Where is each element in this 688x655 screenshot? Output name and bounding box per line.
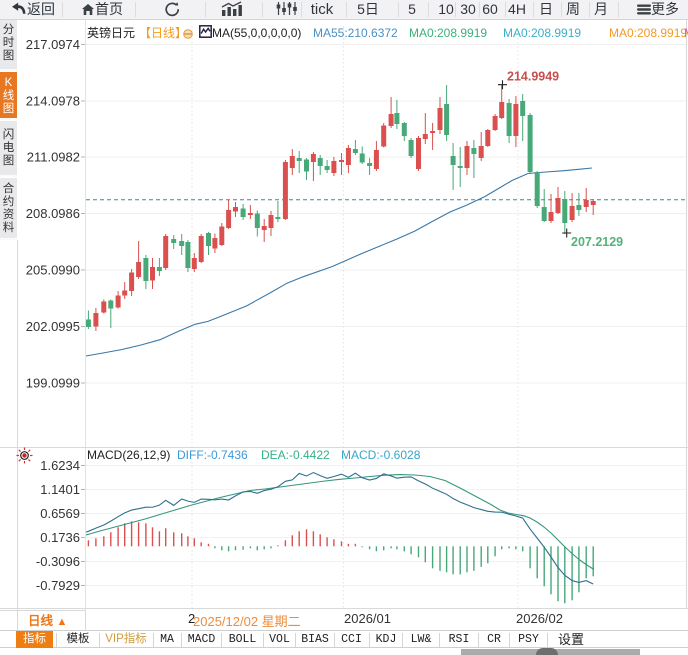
svg-text:-0.3096: -0.3096	[36, 554, 80, 569]
svg-text:214.9949: 214.9949	[507, 70, 559, 84]
svg-text:217.0974: 217.0974	[26, 37, 80, 52]
svg-text:1.1401: 1.1401	[40, 482, 80, 497]
svg-text:0.1736: 0.1736	[40, 530, 80, 545]
svg-text:214.0978: 214.0978	[26, 94, 80, 109]
svg-text:202.0995: 202.0995	[26, 319, 80, 334]
svg-text:211.0982: 211.0982	[27, 150, 80, 165]
svg-text:199.0999: 199.0999	[26, 376, 80, 391]
svg-text:1.6234: 1.6234	[40, 458, 80, 473]
svg-text:207.2129: 207.2129	[571, 235, 623, 249]
svg-text:208.0986: 208.0986	[26, 206, 80, 221]
svg-text:-0.7929: -0.7929	[36, 578, 80, 593]
svg-text:0.6569: 0.6569	[40, 506, 80, 521]
svg-text:205.0990: 205.0990	[26, 263, 80, 278]
